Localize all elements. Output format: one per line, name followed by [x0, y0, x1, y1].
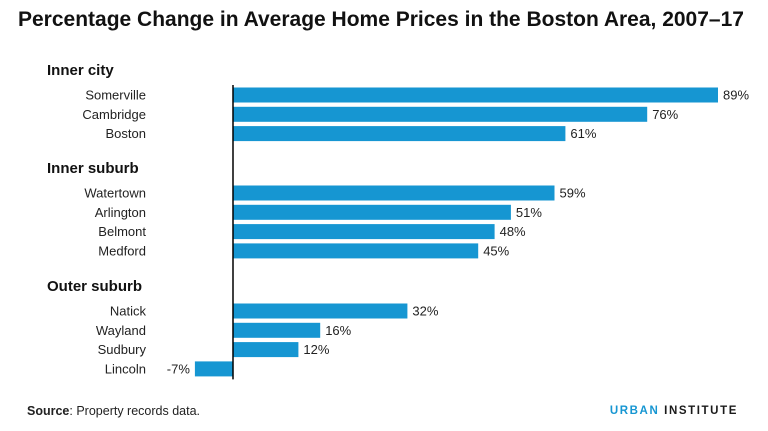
- data-label: 76%: [652, 107, 678, 122]
- chart-title: Percentage Change in Average Home Prices…: [18, 8, 744, 31]
- category-label: Somerville: [85, 88, 146, 103]
- data-label: 61%: [570, 126, 596, 141]
- data-label: 59%: [560, 186, 586, 201]
- data-label: 16%: [325, 323, 351, 338]
- category-label: Natick: [110, 304, 147, 319]
- category-label: Wayland: [96, 323, 146, 338]
- category-label: Medford: [98, 243, 146, 258]
- category-label: Watertown: [84, 186, 146, 201]
- category-label: Belmont: [98, 224, 146, 239]
- data-label: -7%: [167, 361, 191, 376]
- brand-institute: INSTITUTE: [659, 405, 738, 417]
- bar: [233, 204, 511, 220]
- urban-institute-logo: URBAN INSTITUTE: [610, 405, 738, 417]
- category-label: Arlington: [95, 205, 146, 220]
- group-label: Inner city: [47, 62, 114, 79]
- category-label: Boston: [106, 126, 146, 141]
- data-label: 12%: [303, 342, 329, 357]
- category-label: Sudbury: [98, 342, 147, 357]
- data-label: 32%: [412, 304, 438, 319]
- bar: [233, 243, 479, 259]
- bar: [233, 126, 566, 142]
- bar: [194, 361, 233, 377]
- brand-urban: URBAN: [609, 405, 660, 417]
- source-text: : Property records data.: [69, 404, 201, 418]
- source-note: Source: Property records data.: [27, 404, 200, 418]
- category-label: Lincoln: [105, 361, 146, 376]
- bar: [233, 303, 408, 319]
- data-label: 45%: [483, 243, 509, 258]
- group-label: Inner suburb: [47, 160, 139, 177]
- data-label: 48%: [500, 224, 526, 239]
- bar: [233, 224, 495, 240]
- source-prefix: Source: [27, 404, 70, 418]
- category-label: Cambridge: [82, 107, 146, 122]
- data-label: 89%: [723, 88, 749, 103]
- bar: [233, 106, 648, 122]
- bar: [233, 185, 555, 201]
- bar: [233, 322, 321, 338]
- bar: [233, 87, 718, 103]
- bar: [233, 342, 299, 358]
- data-label: 51%: [516, 205, 542, 220]
- group-label: Outer suburb: [47, 278, 142, 295]
